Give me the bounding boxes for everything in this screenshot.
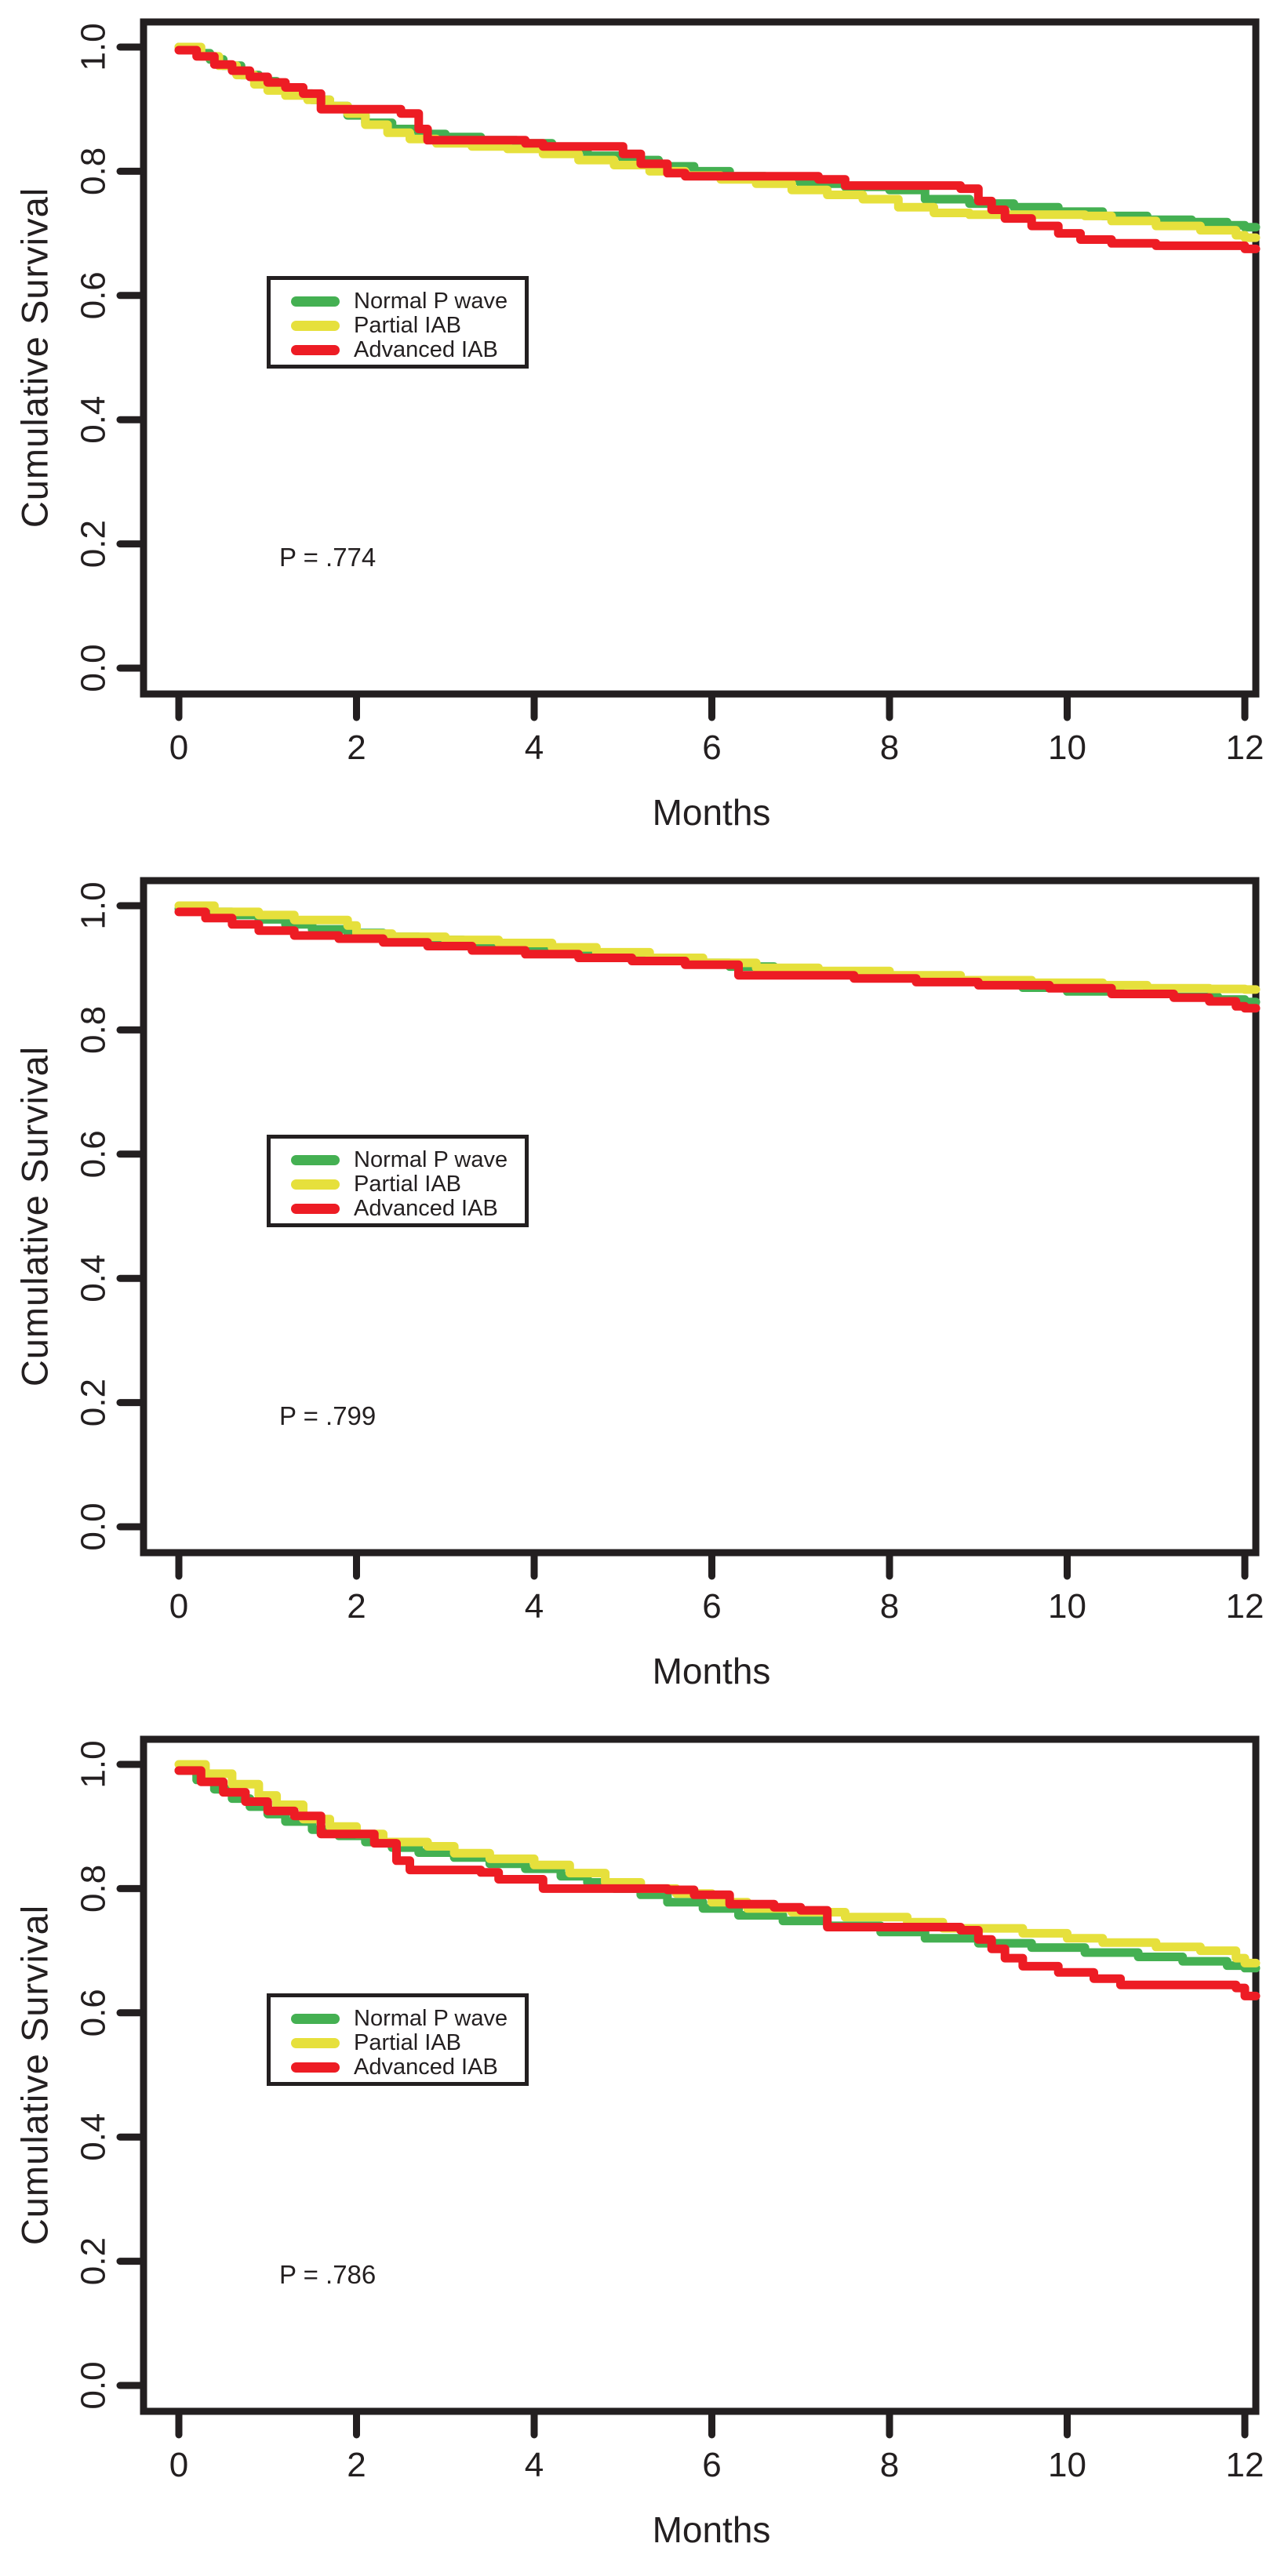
x-tick-label: 10: [1048, 728, 1086, 767]
x-tick-label: 2: [347, 728, 366, 767]
legend-label: Partial IAB: [354, 313, 461, 338]
survival-plot-3: 1.0 0.8 0.6 0.4 0.2 0.0 0 2 4 6 8 10 12: [75, 1735, 1264, 2484]
x-tick-label: 8: [880, 2446, 899, 2484]
x-tick-label: 8: [880, 728, 899, 767]
plot-frame: [140, 1735, 1260, 2415]
survival-panel-3: 1.0 0.8 0.6 0.4 0.2 0.0 0 2 4 6 8 10 12 Cumulative S…: [0, 1717, 1277, 2576]
survival-plot-2: 1.0 0.8 0.6 0.4 0.2 0.0 0 2 4 6 8 10 12: [75, 877, 1264, 1626]
y-tick-label: 1.0: [75, 881, 113, 929]
legend-swatch-yellow: [291, 1179, 340, 1190]
y-axis-title: Cumulative Survival: [13, 187, 56, 529]
legend-swatch-red: [291, 345, 340, 355]
legend-swatch-green: [291, 296, 340, 307]
y-tick-label: 0.2: [75, 520, 113, 568]
x-tick-label: 12: [1226, 728, 1264, 767]
legend-swatch-yellow: [291, 321, 340, 331]
x-tick-label: 6: [702, 2446, 721, 2484]
y-tick-label: 0.4: [75, 1255, 113, 1303]
legend-swatch-red: [291, 1204, 340, 1214]
legend-item-normal-p-wave: Normal P wave: [291, 1147, 525, 1172]
y-tick-label: 0.2: [75, 1379, 113, 1426]
y-axis-title: Cumulative Survival: [13, 1045, 56, 1387]
legend: Normal P wave Partial IAB Advanced IAB: [267, 1135, 529, 1227]
plot-frame: [140, 877, 1260, 1557]
x-tick-label: 2: [347, 2446, 366, 2484]
y-tick-label: 0.4: [75, 396, 113, 444]
plot-frame: [140, 18, 1260, 698]
x-tick-label: 4: [525, 2446, 544, 2484]
legend: Normal P wave Partial IAB Advanced IAB: [267, 276, 529, 369]
curve-partial-iab: [174, 1760, 1261, 1967]
x-tick-label: 6: [702, 728, 721, 767]
legend-swatch-red: [291, 2062, 340, 2073]
p-value-label: P = .774: [279, 543, 377, 572]
x-axis-title: Months: [652, 2509, 771, 2550]
p-value-label: P = .799: [279, 1401, 377, 1430]
y-tick-label: 0.0: [75, 644, 113, 692]
curve-partial-iab: [174, 42, 1261, 242]
y-tick-label: 0.8: [75, 1006, 113, 1054]
x-tick-label: 8: [880, 1587, 899, 1626]
y-tick-label: 1.0: [75, 23, 113, 71]
legend-label: Advanced IAB: [354, 2055, 498, 2080]
y-tick-label: 0.0: [75, 1502, 113, 1550]
y-tick-label: 0.8: [75, 147, 113, 195]
legend-item-partial-iab: Partial IAB: [291, 313, 525, 338]
x-tick-label: 12: [1226, 1587, 1264, 1626]
legend-label: Partial IAB: [354, 1172, 461, 1197]
y-axis-title: Cumulative Survival: [13, 1904, 56, 2246]
y-tick-label: 0.2: [75, 2237, 113, 2285]
survival-panel-1: 1.0 0.8 0.6 0.4 0.2 0.0 0 2 4 6 8 10 12 Cumulative S…: [0, 0, 1277, 859]
legend: Normal P wave Partial IAB Advanced IAB: [267, 1993, 529, 2086]
legend-swatch-green: [291, 2014, 340, 2024]
legend-label: Advanced IAB: [354, 337, 498, 362]
legend-item-partial-iab: Partial IAB: [291, 2030, 525, 2055]
x-tick-label: 2: [347, 1587, 366, 1626]
y-tick-label: 0.4: [75, 2113, 113, 2161]
legend-item-advanced-iab: Advanced IAB: [291, 337, 525, 362]
x-tick-label: 10: [1048, 2446, 1086, 2484]
legend-item-advanced-iab: Advanced IAB: [291, 2055, 525, 2080]
p-value-label: P = .786: [279, 2260, 377, 2289]
legend-item-normal-p-wave: Normal P wave: [291, 289, 525, 314]
x-tick-label: 12: [1226, 2446, 1264, 2484]
survival-plot-1: 1.0 0.8 0.6 0.4 0.2 0.0 0 2 4 6 8 10 12: [75, 18, 1264, 767]
legend-item-normal-p-wave: Normal P wave: [291, 2006, 525, 2031]
x-axis-title: Months: [652, 792, 771, 833]
curve-normal-p-wave: [174, 42, 1261, 232]
x-tick-label: 0: [169, 1587, 188, 1626]
legend-swatch-yellow: [291, 2038, 340, 2048]
x-tick-label: 0: [169, 728, 188, 767]
y-tick-label: 1.0: [75, 1740, 113, 1788]
x-tick-label: 6: [702, 1587, 721, 1626]
y-tick-label: 0.8: [75, 1865, 113, 1913]
legend-label: Advanced IAB: [354, 1196, 498, 1221]
x-tick-label: 10: [1048, 1587, 1086, 1626]
y-tick-label: 0.6: [75, 1130, 113, 1178]
legend-item-partial-iab: Partial IAB: [291, 1172, 525, 1197]
x-axis-title: Months: [652, 1651, 771, 1691]
curve-advanced-iab: [174, 907, 1261, 1013]
y-tick-label: 0.0: [75, 2361, 113, 2409]
legend-label: Normal P wave: [354, 2006, 508, 2031]
x-tick-label: 4: [525, 728, 544, 767]
x-tick-label: 4: [525, 1587, 544, 1626]
survival-panel-2: 1.0 0.8 0.6 0.4 0.2 0.0 0 2 4 6 8 10 12 Cumulative S…: [0, 859, 1277, 1717]
curve-advanced-iab: [174, 1766, 1261, 2000]
legend-swatch-green: [291, 1155, 340, 1165]
y-tick-label: 0.6: [75, 271, 113, 319]
curve-partial-iab: [174, 901, 1261, 994]
x-tick-label: 0: [169, 2446, 188, 2484]
legend-item-advanced-iab: Advanced IAB: [291, 1196, 525, 1221]
y-tick-label: 0.6: [75, 1989, 113, 2036]
legend-label: Normal P wave: [354, 1147, 508, 1172]
legend-label: Normal P wave: [354, 289, 508, 314]
curve-advanced-iab: [174, 45, 1261, 253]
legend-label: Partial IAB: [354, 2030, 461, 2055]
